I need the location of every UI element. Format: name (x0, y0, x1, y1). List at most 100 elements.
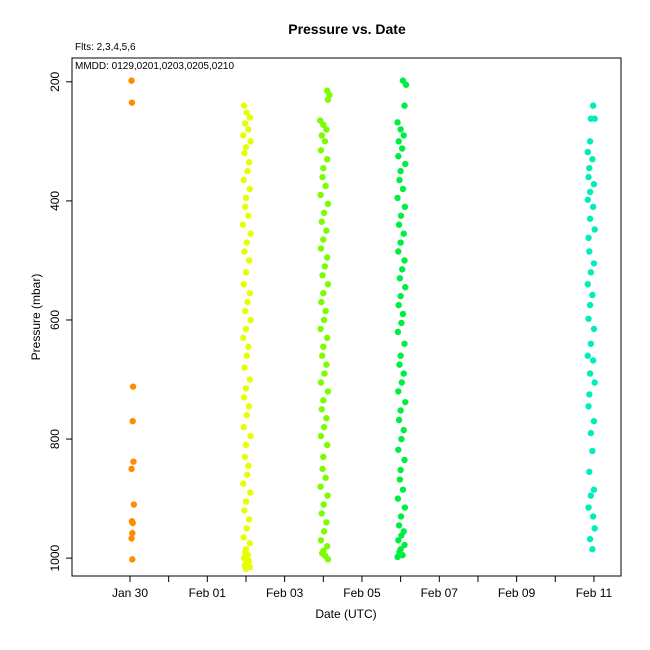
data-point (243, 471, 251, 478)
series-2 (239, 102, 254, 573)
plot-frame (71, 57, 622, 577)
data-point (322, 307, 329, 315)
data-point (586, 215, 594, 222)
data-point (399, 310, 407, 318)
data-point (323, 156, 331, 163)
data-point (586, 535, 594, 543)
data-point (317, 191, 324, 199)
x-tick-label: Feb 11 (576, 586, 613, 600)
data-point (245, 158, 253, 166)
data-point (243, 525, 250, 532)
y-tick-label: 800 (48, 429, 62, 449)
data-point (318, 298, 325, 306)
data-point (245, 126, 252, 133)
data-point (324, 388, 332, 395)
data-point (590, 181, 598, 188)
data-point (240, 423, 247, 431)
data-point (586, 164, 593, 172)
data-point (584, 148, 591, 156)
data-point (324, 556, 332, 563)
data-point (397, 126, 404, 133)
data-point (589, 102, 597, 109)
data-point (591, 226, 598, 233)
data-point (395, 221, 403, 228)
data-point (242, 144, 250, 151)
data-point (397, 212, 405, 219)
data-point (586, 301, 594, 309)
data-point (129, 556, 136, 563)
data-point (397, 466, 404, 474)
data-point (589, 513, 597, 520)
data-point (401, 456, 408, 464)
data-point (246, 289, 254, 297)
data-point (320, 209, 328, 217)
data-point (317, 483, 324, 490)
data-point (240, 176, 247, 184)
data-point (128, 99, 136, 106)
data-point (242, 325, 250, 333)
data-point (324, 96, 332, 103)
data-point (245, 516, 253, 523)
data-point (240, 102, 248, 109)
data-point (396, 476, 404, 483)
data-point (589, 546, 596, 553)
data-point (241, 453, 249, 461)
data-point (395, 388, 402, 395)
data-point (587, 429, 595, 437)
chart-title: Pressure vs. Date (288, 21, 406, 37)
data-point (396, 176, 403, 184)
data-point (317, 325, 324, 333)
data-point (399, 551, 406, 559)
data-point (584, 352, 591, 359)
data-point (241, 150, 248, 157)
data-point (320, 343, 327, 350)
data-point (319, 272, 326, 279)
data-point (128, 465, 135, 473)
data-point (585, 234, 592, 242)
data-point (398, 266, 406, 273)
data-point (320, 164, 327, 172)
data-point (242, 385, 250, 392)
series-1 (128, 77, 138, 563)
data-point (240, 334, 247, 342)
data-point (399, 185, 407, 193)
data-point (240, 281, 247, 288)
data-point (323, 415, 330, 422)
data-point (395, 248, 402, 255)
data-point (401, 203, 409, 211)
data-point (397, 513, 405, 520)
data-point (242, 441, 250, 449)
data-point (244, 167, 251, 175)
data-point (240, 534, 247, 541)
data-point (128, 535, 135, 542)
data-point (394, 119, 401, 126)
data-point (399, 486, 407, 493)
data-point (239, 221, 247, 228)
data-point (245, 212, 252, 219)
data-point (400, 230, 407, 237)
data-point (585, 504, 592, 511)
data-point (318, 218, 325, 225)
data-point (589, 203, 597, 211)
data-point (590, 417, 598, 425)
data-point (240, 132, 247, 139)
series-3 (317, 87, 333, 563)
data-point (587, 492, 595, 499)
data-point (318, 352, 326, 359)
data-point (397, 167, 404, 175)
data-point (129, 519, 136, 527)
data-point (586, 370, 594, 377)
data-point (320, 453, 327, 461)
y-tick-label: 400 (48, 191, 62, 211)
data-point (321, 138, 329, 145)
data-point (398, 145, 406, 152)
data-point (401, 257, 408, 264)
data-point (319, 173, 326, 181)
data-point (243, 109, 250, 116)
x-axis-label: Date (UTC) (315, 607, 376, 621)
data-point (130, 458, 137, 465)
data-point (397, 407, 404, 414)
data-point (322, 182, 329, 190)
data-point (320, 528, 328, 535)
